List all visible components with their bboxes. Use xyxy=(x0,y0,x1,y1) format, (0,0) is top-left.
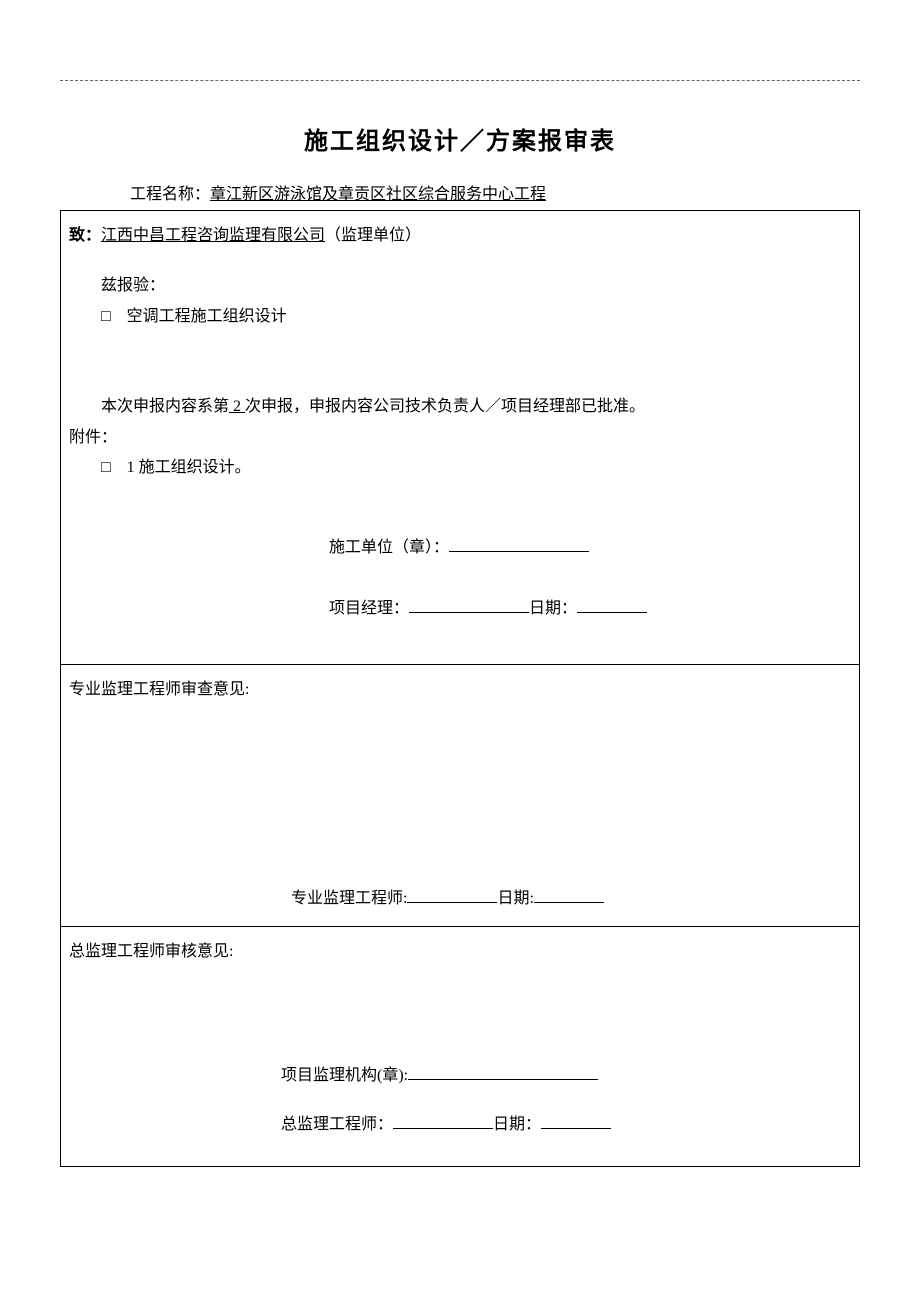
declare-number: 2 xyxy=(229,398,245,415)
project-name: 章江新区游泳馆及章贡区社区综合服务中心工程 xyxy=(210,186,546,203)
table-row: 致：江西中昌工程咨询监理有限公司（监理单位） 兹报验： □ 空调工程施工组织设计… xyxy=(61,211,860,665)
date-blank-2[interactable] xyxy=(534,887,604,903)
specialist-heading: 专业监理工程师审查意见: xyxy=(69,675,851,705)
unit-label: 施工单位（章）： xyxy=(329,539,449,556)
date-label-1: 日期： xyxy=(529,600,577,617)
form-title: 施工组织设计／方案报审表 xyxy=(60,121,860,156)
org-blank[interactable] xyxy=(408,1064,598,1080)
table-row: 专业监理工程师审查意见: 专业监理工程师: 日期: xyxy=(61,665,860,927)
pm-sig-line: 项目经理： 日期： xyxy=(69,594,851,624)
declare-line: 本次申报内容系第 2 次申报，申报内容公司技术负责人／项目经理部已批准。 xyxy=(69,392,851,422)
section-applicant: 致：江西中昌工程咨询监理有限公司（监理单位） 兹报验： □ 空调工程施工组织设计… xyxy=(61,211,860,665)
spacer xyxy=(69,332,851,392)
chief-label: 总监理工程师： xyxy=(281,1116,393,1133)
unit-sig-line: 施工单位（章）： xyxy=(69,533,851,563)
top-divider xyxy=(60,80,860,81)
specialist-sig-block: 专业监理工程师: 日期: xyxy=(61,884,859,918)
pm-label: 项目经理： xyxy=(329,600,409,617)
unit-blank[interactable] xyxy=(449,536,589,552)
table-row: 总监理工程师审核意见: 项目监理机构(章): 总监理工程师： 日期： xyxy=(61,927,860,1167)
date-label-3: 日期： xyxy=(493,1116,541,1133)
signature-block-1: 施工单位（章）： 项目经理： 日期： xyxy=(69,533,851,624)
to-suffix: （监理单位） xyxy=(325,227,421,244)
date-blank-3[interactable] xyxy=(541,1113,611,1129)
date-blank-1[interactable] xyxy=(577,597,647,613)
specialist-label: 专业监理工程师: xyxy=(291,890,407,907)
checkbox-item-1: □ 空调工程施工组织设计 xyxy=(69,302,851,332)
to-company: 江西中昌工程咨询监理有限公司 xyxy=(101,227,325,244)
attachment-item: □ 1 施工组织设计。 xyxy=(69,453,851,483)
section-chief-review: 总监理工程师审核意见: 项目监理机构(章): 总监理工程师： 日期： xyxy=(61,927,860,1167)
chief-sig-line: 总监理工程师： 日期： xyxy=(61,1110,859,1140)
specialist-sig-line: 专业监理工程师: 日期: xyxy=(61,884,859,914)
section-specialist-review: 专业监理工程师审查意见: 专业监理工程师: 日期: xyxy=(61,665,860,927)
attachment-label: 附件： xyxy=(69,423,851,453)
declare-suffix: 次申报，申报内容公司技术负责人／项目经理部已批准。 xyxy=(245,398,645,415)
to-label: 致： xyxy=(69,227,101,244)
chief-sig-block: 项目监理机构(章): 总监理工程师： 日期： xyxy=(61,1061,859,1158)
org-sig-line: 项目监理机构(章): xyxy=(61,1061,859,1091)
date-label-2: 日期: xyxy=(497,890,533,907)
project-name-row: 工程名称：章江新区游泳馆及章贡区社区综合服务中心工程 xyxy=(60,180,860,204)
chief-blank[interactable] xyxy=(393,1113,493,1129)
specialist-blank[interactable] xyxy=(407,887,497,903)
form-table: 致：江西中昌工程咨询监理有限公司（监理单位） 兹报验： □ 空调工程施工组织设计… xyxy=(60,210,860,1167)
chief-heading: 总监理工程师审核意见: xyxy=(69,937,851,967)
pm-blank[interactable] xyxy=(409,597,529,613)
submit-label: 兹报验： xyxy=(69,271,851,301)
to-line: 致：江西中昌工程咨询监理有限公司（监理单位） xyxy=(69,221,851,251)
declare-prefix: 本次申报内容系第 xyxy=(101,398,229,415)
project-label: 工程名称： xyxy=(130,186,210,203)
org-label: 项目监理机构(章): xyxy=(281,1067,408,1084)
